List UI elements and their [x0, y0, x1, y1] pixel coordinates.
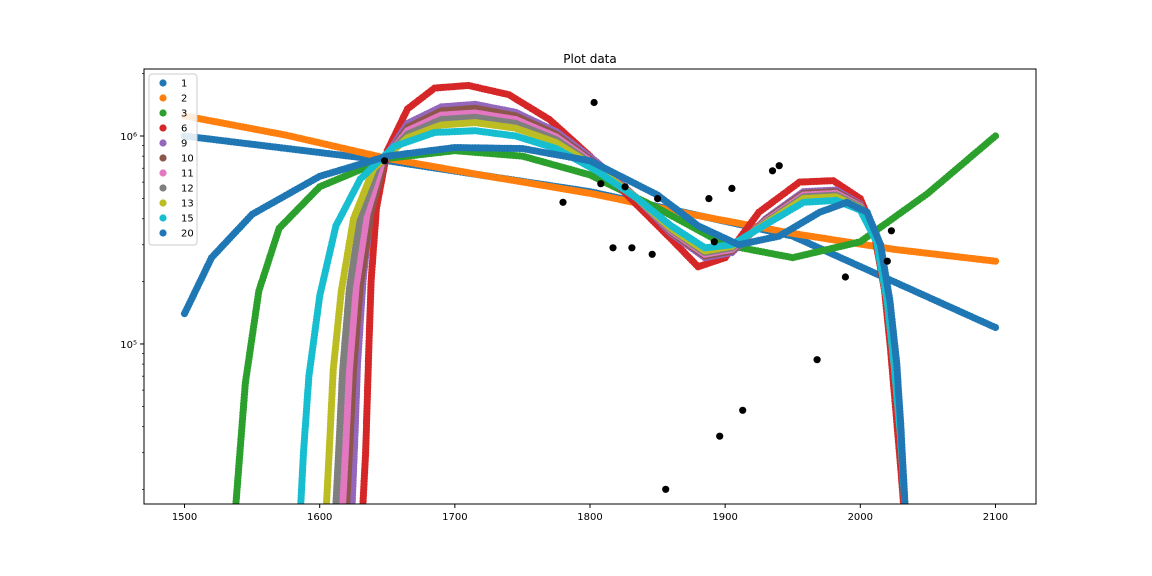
observation-point — [768, 167, 777, 175]
observation-point — [728, 184, 736, 192]
x-tick-label: 1600 — [307, 512, 332, 523]
observation-point — [739, 406, 747, 414]
legend-label-12: 12 — [181, 184, 194, 195]
x-tick-label: 2000 — [848, 512, 873, 523]
legend-marker-3 — [159, 109, 167, 117]
legend-label-20: 20 — [181, 229, 194, 240]
legend-marker-12 — [159, 184, 167, 192]
series-layer — [180, 81, 1000, 504]
observation-point — [813, 356, 821, 364]
legend-marker-6 — [159, 124, 167, 132]
y-tick-label: 10⁵ — [120, 340, 137, 351]
observation-point — [590, 98, 598, 107]
legend-marker-15 — [159, 214, 167, 222]
x-tick-label: 1700 — [442, 512, 467, 523]
legend-label-9: 9 — [181, 139, 187, 150]
legend-marker-2 — [159, 94, 167, 102]
observation-point — [883, 257, 891, 265]
observation-point — [621, 183, 629, 191]
y-tick-label: 10⁶ — [120, 132, 137, 143]
observation-point — [597, 180, 605, 188]
legend-marker-9 — [159, 139, 167, 147]
legend-label-15: 15 — [181, 214, 194, 225]
observation-point — [841, 273, 850, 281]
legend-marker-1 — [159, 79, 167, 87]
observation-point — [628, 244, 636, 252]
observation-point — [648, 250, 656, 258]
observation-point — [662, 485, 670, 493]
x-tick-label: 1500 — [172, 512, 197, 523]
observations-layer — [381, 98, 896, 493]
series-3-point — [991, 132, 1000, 140]
observation-point — [381, 157, 389, 165]
observation-point — [775, 162, 783, 170]
observation-point — [887, 227, 896, 235]
x-tick-label: 1800 — [577, 512, 602, 523]
legend-marker-11 — [159, 169, 167, 177]
series-20-point — [901, 500, 909, 504]
legend-label-1: 1 — [181, 79, 187, 90]
x-axis: 1500 1600 1700 1800 1900 2000 2100 — [172, 504, 1008, 523]
observation-point — [559, 198, 567, 206]
legend-label-11: 11 — [181, 169, 194, 180]
series-20 — [180, 144, 909, 504]
legend-label-13: 13 — [181, 199, 194, 210]
x-tick-label: 1900 — [712, 512, 737, 523]
legend-label-6: 6 — [181, 124, 187, 135]
legend-label-2: 2 — [181, 94, 187, 105]
legend-marker-13 — [159, 199, 167, 207]
x-tick-label: 2100 — [983, 512, 1008, 523]
legend-marker-20 — [159, 229, 167, 237]
legend-marker-10 — [159, 154, 167, 162]
observation-point — [710, 238, 718, 246]
series-1-point — [991, 323, 1000, 332]
observation-point — [716, 432, 724, 440]
series-2-point — [991, 257, 1000, 265]
legend-label-3: 3 — [181, 109, 187, 120]
observation-point — [654, 195, 662, 203]
observation-point — [609, 244, 617, 252]
y-axis: 10⁵ 10⁶ — [120, 73, 144, 490]
chart-title: Plot data — [563, 52, 616, 66]
observation-point — [705, 195, 713, 203]
legend-label-10: 10 — [181, 154, 194, 165]
